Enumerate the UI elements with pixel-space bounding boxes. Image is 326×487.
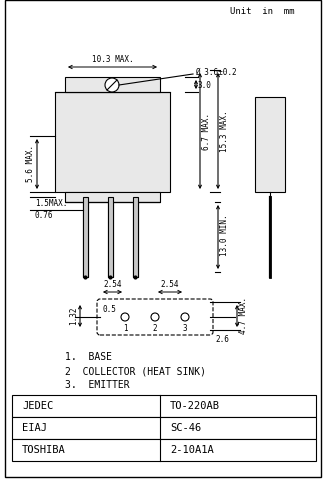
Bar	[55, 92, 170, 192]
Text: 6.7 MAX.: 6.7 MAX.	[202, 112, 211, 150]
Text: 2  COLLECTOR (HEAT SINK): 2 COLLECTOR (HEAT SINK)	[65, 366, 206, 376]
Text: 1: 1	[123, 324, 127, 333]
Bar	[255, 97, 285, 192]
Text: 2.6: 2.6	[215, 335, 229, 343]
Bar	[108, 202, 113, 277]
Text: 1.5MAX.: 1.5MAX.	[35, 199, 67, 207]
Bar	[83, 202, 88, 277]
Circle shape	[151, 313, 159, 321]
Text: EIAJ: EIAJ	[22, 423, 47, 433]
Text: 0.5: 0.5	[103, 304, 117, 314]
Text: 0.76: 0.76	[35, 211, 53, 221]
Text: Ø 3.6±0.2: Ø 3.6±0.2	[195, 68, 237, 76]
Bar	[83, 197, 88, 277]
Bar	[12, 395, 316, 417]
Circle shape	[105, 78, 119, 92]
Text: TOSHIBA: TOSHIBA	[22, 445, 66, 455]
Text: 2: 2	[153, 324, 157, 333]
FancyBboxPatch shape	[97, 299, 213, 335]
Bar	[65, 192, 160, 202]
Bar	[12, 417, 316, 439]
Text: 3.0: 3.0	[198, 80, 212, 90]
Bar	[133, 197, 138, 277]
Text: 3.  EMITTER: 3. EMITTER	[65, 380, 130, 390]
Text: 10.3 MAX.: 10.3 MAX.	[92, 55, 133, 64]
Bar	[133, 202, 138, 277]
Bar	[12, 439, 316, 461]
Text: 13.0 MIN.: 13.0 MIN.	[220, 214, 229, 256]
Circle shape	[121, 313, 129, 321]
Text: 3: 3	[183, 324, 187, 333]
Text: 2.54: 2.54	[161, 280, 179, 289]
Bar	[65, 77, 160, 92]
Text: 1.  BASE: 1. BASE	[65, 352, 112, 362]
Circle shape	[181, 313, 189, 321]
Text: 15.3 MAX.: 15.3 MAX.	[220, 110, 229, 152]
Text: Unit  in  mm: Unit in mm	[230, 7, 294, 16]
Text: JEDEC: JEDEC	[22, 401, 53, 411]
Text: 5.6 MAX.: 5.6 MAX.	[26, 146, 35, 183]
Text: 1.32: 1.32	[69, 307, 78, 325]
Text: 2.54: 2.54	[103, 280, 122, 289]
Text: TO-220AB: TO-220AB	[170, 401, 220, 411]
Bar	[108, 197, 113, 277]
Text: 4.7 MAX.: 4.7 MAX.	[239, 298, 248, 335]
Text: 2-10A1A: 2-10A1A	[170, 445, 214, 455]
Text: SC-46: SC-46	[170, 423, 201, 433]
